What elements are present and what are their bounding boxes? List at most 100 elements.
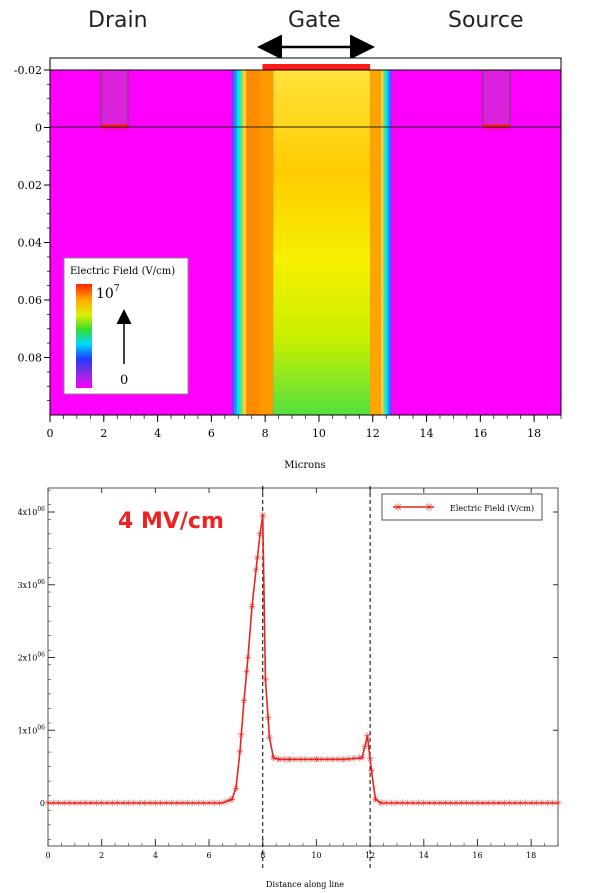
series-marker: ✳ — [178, 799, 186, 809]
orange-band-left — [246, 70, 260, 415]
region-channel-high-right — [370, 70, 381, 415]
series-marker: ✳ — [393, 799, 401, 809]
peak-annotation: 4 MV/cm — [118, 509, 224, 534]
series-marker: ✳ — [55, 799, 63, 809]
series-marker: ✳ — [98, 799, 106, 809]
series-marker: ✳ — [495, 799, 503, 809]
series-marker: ✳ — [256, 530, 264, 540]
series-marker: ✳ — [468, 799, 476, 809]
series-marker: ✳ — [522, 799, 530, 809]
edge-band-l2 — [234, 70, 237, 415]
series-marker: ✳ — [76, 799, 84, 809]
x-tick-label: 10 — [311, 851, 321, 860]
series-marker: ✳ — [270, 754, 278, 764]
series-marker: ✳ — [334, 755, 342, 765]
series-marker: ✳ — [538, 799, 546, 809]
series-marker: ✳ — [364, 732, 372, 742]
edge-band-r2 — [383, 70, 386, 415]
x-tick-label: 6 — [207, 851, 212, 860]
series-marker: ✳ — [313, 755, 321, 765]
legend-series-label: Electric Field (V/cm) — [450, 504, 534, 513]
series-marker: ✳ — [259, 512, 267, 522]
region-channel-center — [273, 70, 371, 415]
x-tick-label: 14 — [419, 851, 429, 860]
series-marker: ✳ — [377, 799, 385, 809]
series-marker: ✳ — [484, 799, 492, 809]
series-marker: ✳ — [372, 795, 380, 805]
series-marker: ✳ — [227, 796, 235, 806]
series-marker: ✳ — [232, 784, 240, 794]
series-marker: ✳ — [184, 799, 192, 809]
series-marker: ✳ — [463, 799, 471, 809]
series-marker: ✳ — [280, 755, 288, 765]
series-marker: ✳ — [329, 755, 337, 765]
series-marker: ✳ — [527, 799, 535, 809]
region-source-contact — [482, 69, 511, 126]
region-drain-contact — [100, 69, 129, 126]
y-tick-label: 2x1006 — [18, 652, 46, 663]
series-marker: ✳ — [228, 795, 236, 805]
series-marker: ✳ — [168, 799, 176, 809]
y-tick-label: 4x1006 — [18, 506, 46, 517]
series-marker: ✳ — [452, 799, 460, 809]
series-marker: ✳ — [82, 799, 90, 809]
series-marker: ✳ — [358, 754, 366, 764]
edge-band-r1 — [380, 70, 384, 415]
series-marker: ✳ — [216, 799, 224, 809]
y-tick-label: 0 — [35, 122, 42, 135]
series-marker: ✳ — [404, 799, 412, 809]
series-marker: ✳ — [425, 799, 433, 809]
series-marker: ✳ — [237, 731, 245, 741]
series-marker: ✳ — [339, 755, 347, 765]
series-marker: ✳ — [420, 799, 428, 809]
series-marker: ✳ — [382, 799, 390, 809]
colorbar — [76, 284, 92, 388]
series-marker: ✳ — [554, 799, 562, 809]
series-marker: ✳ — [248, 603, 256, 613]
series-marker: ✳ — [240, 697, 248, 707]
series-marker: ✳ — [50, 799, 58, 809]
series-marker: ✳ — [458, 799, 466, 809]
series-marker: ✳ — [307, 755, 315, 765]
legend-star-left: ✳ — [393, 501, 402, 514]
edge-band-r5 — [389, 70, 393, 415]
line-plot-legend: ✳ ✳ Electric Field (V/cm) — [381, 493, 543, 521]
edge-band-r4 — [387, 70, 390, 415]
series-marker: ✳ — [286, 755, 294, 765]
x-tick-label: 4 — [154, 427, 161, 440]
series-marker: ✳ — [262, 675, 270, 685]
series-marker: ✳ — [157, 799, 165, 809]
series-marker: ✳ — [490, 799, 498, 809]
field-line-plot: 0 2 4 6 8 10 12 14 16 18 0 1x1006 2x1006 3x1006 4x1006… — [18, 486, 562, 889]
series-marker: ✳ — [93, 799, 101, 809]
x-tick-label: 8 — [260, 851, 265, 860]
edge-band-r3 — [385, 70, 388, 415]
series-marker: ✳ — [377, 799, 385, 809]
series-marker: ✳ — [87, 799, 95, 809]
x-tick-label: 6 — [208, 427, 215, 440]
series-marker: ✳ — [366, 755, 374, 765]
source-label: Source — [448, 8, 524, 33]
y-tick-label: 0.08 — [18, 352, 43, 365]
x-tick-label: 2 — [100, 427, 107, 440]
series-marker: ✳ — [275, 755, 283, 765]
edge-band-l5 — [242, 70, 247, 415]
series-marker: ✳ — [60, 799, 68, 809]
y-tick-label: -0.02 — [14, 64, 42, 77]
edge-band-l1 — [231, 70, 235, 415]
legend-title: Electric Field (V/cm) — [70, 266, 175, 277]
x-tick-label: 12 — [366, 427, 380, 440]
x-tick-label: 16 — [473, 427, 487, 440]
series-marker: ✳ — [264, 714, 272, 724]
line-plot-frame — [47, 487, 559, 847]
series-marker: ✳ — [441, 799, 449, 809]
series-marker: ✳ — [266, 734, 274, 744]
series-marker: ✳ — [270, 754, 278, 764]
drain-label: Drain — [88, 8, 148, 33]
series-marker: ✳ — [44, 799, 52, 809]
series-marker: ✳ — [66, 799, 74, 809]
series-marker: ✳ — [372, 795, 380, 805]
series-marker: ✳ — [511, 799, 519, 809]
series-marker: ✳ — [350, 755, 358, 765]
edge-band-l4 — [239, 70, 243, 415]
